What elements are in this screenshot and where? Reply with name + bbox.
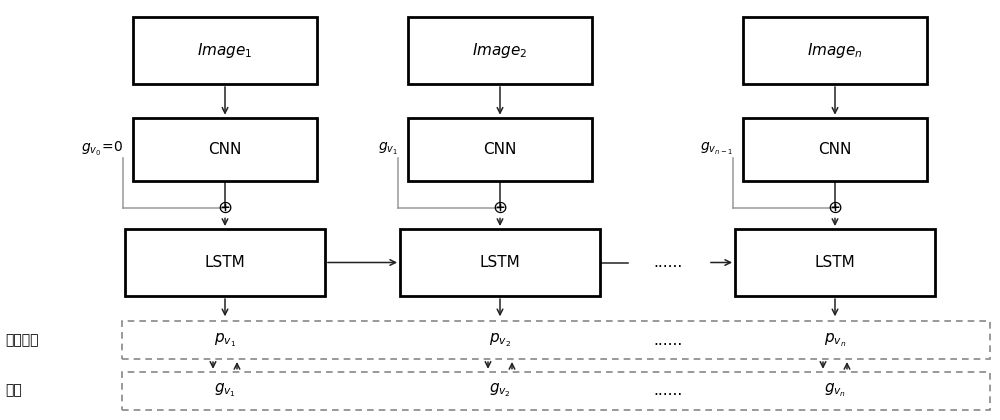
Text: $g_{v_n}$: $g_{v_n}$ <box>824 382 846 399</box>
Text: $g_{v_0}\!=\!0$: $g_{v_0}\!=\!0$ <box>81 140 123 158</box>
Text: $\oplus$: $\oplus$ <box>827 199 843 217</box>
Text: $g_{v_2}$: $g_{v_2}$ <box>489 382 511 399</box>
Bar <box>122 321 990 359</box>
Text: $\oplus$: $\oplus$ <box>217 199 233 217</box>
Text: ......: ...... <box>653 255 683 270</box>
Text: $g_{v_{n-1}}$: $g_{v_{n-1}}$ <box>700 141 733 157</box>
Text: $p_{v_2}$: $p_{v_2}$ <box>489 331 511 349</box>
Text: LSTM: LSTM <box>480 255 520 270</box>
Bar <box>133 17 317 84</box>
Bar <box>743 17 927 84</box>
Text: 模型输出: 模型输出 <box>5 333 38 347</box>
Text: CNN: CNN <box>483 142 517 157</box>
Text: CNN: CNN <box>818 142 852 157</box>
Text: $\mathit{Image}_1$: $\mathit{Image}_1$ <box>197 41 253 60</box>
Bar <box>400 229 600 296</box>
Bar <box>133 118 317 181</box>
Text: $g_{v_1}$: $g_{v_1}$ <box>214 382 236 399</box>
Bar <box>743 118 927 181</box>
Text: ......: ...... <box>653 383 683 398</box>
Bar <box>408 118 592 181</box>
Bar <box>735 229 935 296</box>
Text: CNN: CNN <box>208 142 242 157</box>
Bar <box>408 17 592 84</box>
Text: 真值: 真值 <box>5 383 22 398</box>
Text: $\mathit{Image}_n$: $\mathit{Image}_n$ <box>807 41 863 60</box>
Text: $p_{v_n}$: $p_{v_n}$ <box>824 331 846 349</box>
Text: $\oplus$: $\oplus$ <box>492 199 508 217</box>
Text: $\mathit{Image}_2$: $\mathit{Image}_2$ <box>472 41 528 60</box>
Text: $p_{v_1}$: $p_{v_1}$ <box>214 331 236 349</box>
Bar <box>125 229 325 296</box>
Text: LSTM: LSTM <box>205 255 245 270</box>
Bar <box>122 372 990 410</box>
Text: $g_{v_1}$: $g_{v_1}$ <box>378 141 398 157</box>
Text: LSTM: LSTM <box>815 255 855 270</box>
Text: ......: ...... <box>653 333 683 348</box>
